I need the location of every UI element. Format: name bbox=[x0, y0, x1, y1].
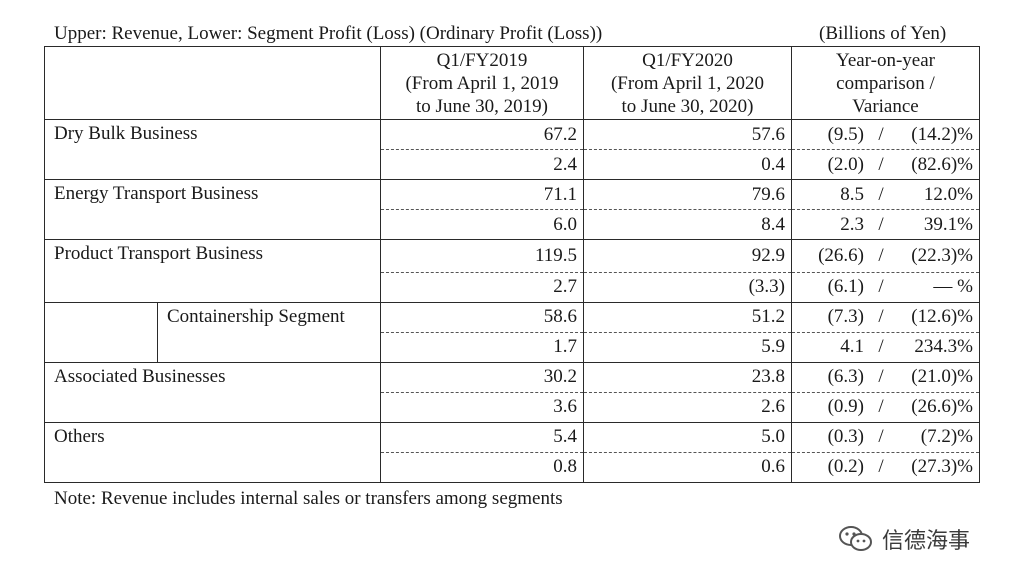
header-q1-fy2020: Q1/FY2020 (From April 1, 2020 to June 30… bbox=[583, 46, 792, 120]
cell-value: 67.2 bbox=[380, 119, 584, 150]
table-row: Associated Businesses 30.2 23.8 (6.3) / (2… bbox=[44, 361, 980, 423]
watermark-text: 信德海事 bbox=[882, 529, 971, 554]
cell-value: 79.6 bbox=[583, 179, 792, 210]
header-q1-fy2019: Q1/FY2019 (From April 1, 2019 to June 30… bbox=[380, 46, 584, 120]
wechat-icon bbox=[838, 524, 874, 554]
cell-value: 5.9 bbox=[583, 331, 792, 363]
table-row: 2.7 (3.3) (6.1) / — % bbox=[44, 271, 980, 303]
cell-value: 5.0 bbox=[583, 421, 792, 453]
cell-value: 5.4 bbox=[380, 421, 584, 453]
table-row: Dry Bulk Business 67.2 57.6 (9.5) / (14.2)… bbox=[44, 119, 980, 180]
variance-cell: (26.6) / (22.3)% bbox=[791, 239, 980, 273]
header-yoy-variance: Year-on-year comparison / Variance bbox=[791, 46, 980, 120]
cell-value: (3.3) bbox=[583, 271, 792, 303]
cell-value: 30.2 bbox=[380, 361, 584, 393]
cell-value: 2.4 bbox=[380, 149, 584, 180]
variance-cell: 2.3/39.1% bbox=[791, 209, 980, 240]
variance-cell: 8.5/12.0% bbox=[791, 179, 980, 210]
cell-value: 119.5 bbox=[380, 239, 584, 273]
indent-cell bbox=[44, 302, 158, 363]
variance-cell: (0.9) / (26.6)% bbox=[791, 391, 980, 423]
table-row: Containership Segment 58.6 51.2 (7.3) / (1… bbox=[44, 301, 980, 363]
variance-cell: (0.2) / (27.3)% bbox=[791, 451, 980, 483]
table-row: Energy Transport Business 71.1 79.6 8.5/… bbox=[44, 179, 980, 240]
table-row: 0.8 0.6 (0.2) / (27.3)% bbox=[45, 451, 980, 483]
segment-name: Product Transport Business bbox=[44, 239, 381, 272]
table-row: 2.4 0.4 (2.0) / (82.6)% bbox=[45, 149, 980, 180]
subsegment-name: Containership Segment bbox=[157, 301, 381, 363]
header-blank-cell bbox=[44, 46, 381, 120]
units-label: (Billions of Yen) bbox=[819, 23, 947, 44]
variance-cell: (6.3) / (21.0)% bbox=[791, 361, 980, 393]
cell-value: 2.6 bbox=[583, 391, 792, 423]
variance-cell: (6.1) / — % bbox=[791, 271, 980, 303]
cell-value: 57.6 bbox=[583, 119, 792, 150]
table-row: 3.6 2.6 (0.9) / (26.6)% bbox=[45, 391, 980, 423]
segment-name: Energy Transport Business bbox=[44, 179, 381, 240]
segment-name-continued bbox=[44, 272, 381, 303]
cell-value: 23.8 bbox=[583, 361, 792, 393]
cell-value: 58.6 bbox=[380, 301, 584, 333]
cell-value: 1.7 bbox=[380, 331, 584, 363]
watermark: 信德海事 bbox=[838, 523, 970, 555]
variance-cell: (7.3) / (12.6)% bbox=[791, 301, 980, 333]
segment-name: Others bbox=[44, 421, 381, 483]
table-row: Others 5.4 5.0 (0.3) / (7.2)% bbox=[44, 421, 980, 483]
table-row: Product Transport Business 119.5 92.9 (2… bbox=[44, 239, 980, 273]
cell-value: 6.0 bbox=[380, 209, 584, 240]
cell-value: 0.8 bbox=[380, 451, 584, 483]
cell-value: 3.6 bbox=[380, 391, 584, 423]
cell-value: 51.2 bbox=[583, 301, 792, 333]
variance-cell: (9.5) / (14.2)% bbox=[791, 119, 980, 150]
cell-value: 0.6 bbox=[583, 451, 792, 483]
cell-value: 92.9 bbox=[583, 239, 792, 273]
cell-value: 2.7 bbox=[380, 271, 584, 303]
table-note: Note: Revenue includes internal sales or… bbox=[54, 488, 563, 509]
table-caption: Upper: Revenue, Lower: Segment Profit (L… bbox=[54, 23, 603, 44]
variance-cell: (2.0) / (82.6)% bbox=[791, 149, 980, 180]
segment-name: Dry Bulk Business bbox=[44, 119, 381, 180]
segment-results-table: Q1/FY2019 (From April 1, 2019 to June 30… bbox=[44, 46, 980, 483]
table-row: 6.0 8.4 2.3/39.1% bbox=[45, 209, 980, 240]
cell-value: 0.4 bbox=[583, 149, 792, 180]
table-header-row: Q1/FY2019 (From April 1, 2019 to June 30… bbox=[44, 46, 980, 120]
cell-value: 8.4 bbox=[583, 209, 792, 240]
segment-name: Associated Businesses bbox=[44, 361, 381, 423]
variance-cell: (0.3) / (7.2)% bbox=[791, 421, 980, 453]
variance-cell: 4.1/234.3% bbox=[791, 331, 980, 363]
cell-value: 71.1 bbox=[380, 179, 584, 210]
